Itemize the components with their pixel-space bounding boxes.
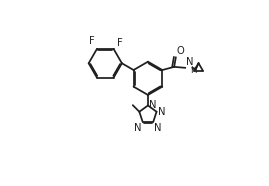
Text: N: N	[186, 57, 194, 67]
Text: N: N	[149, 100, 157, 110]
Text: N: N	[134, 123, 142, 133]
Text: F: F	[117, 38, 122, 48]
Text: H: H	[190, 65, 197, 75]
Text: N: N	[158, 107, 165, 117]
Text: N: N	[154, 123, 162, 133]
Text: O: O	[177, 46, 185, 57]
Text: F: F	[89, 36, 95, 46]
